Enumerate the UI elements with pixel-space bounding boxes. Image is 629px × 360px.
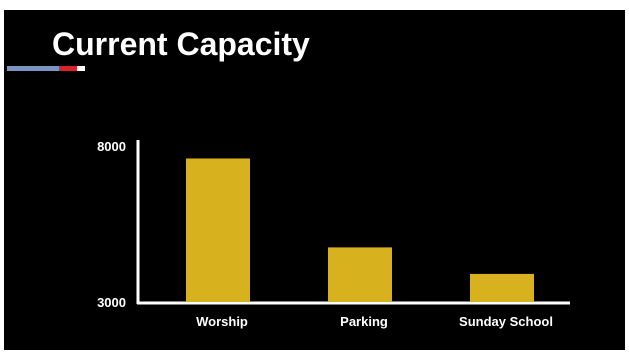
bars-group <box>186 158 534 302</box>
bar-worship <box>186 158 250 302</box>
category-label: Worship <box>196 314 248 329</box>
category-label: Sunday School <box>459 314 553 329</box>
accent-bar-white <box>77 66 85 71</box>
y-tick-label: 3000 <box>97 295 126 310</box>
bar-sunday-school <box>470 273 534 302</box>
bar-parking <box>328 247 392 302</box>
x-category-labels: Worship Parking Sunday School <box>196 314 553 329</box>
slide-title: Current Capacity <box>52 26 310 62</box>
y-tick-labels: 3000 8000 <box>97 139 126 310</box>
accent-bar-blue <box>7 66 59 71</box>
accent-bar-red <box>59 66 77 71</box>
y-tick-label: 8000 <box>97 139 126 154</box>
slide: Current Capacity 3000 8000 Worship Parking… <box>4 10 625 350</box>
bar-chart: 3000 8000 Worship Parking Sunday School <box>97 139 570 329</box>
category-label: Parking <box>340 314 388 329</box>
